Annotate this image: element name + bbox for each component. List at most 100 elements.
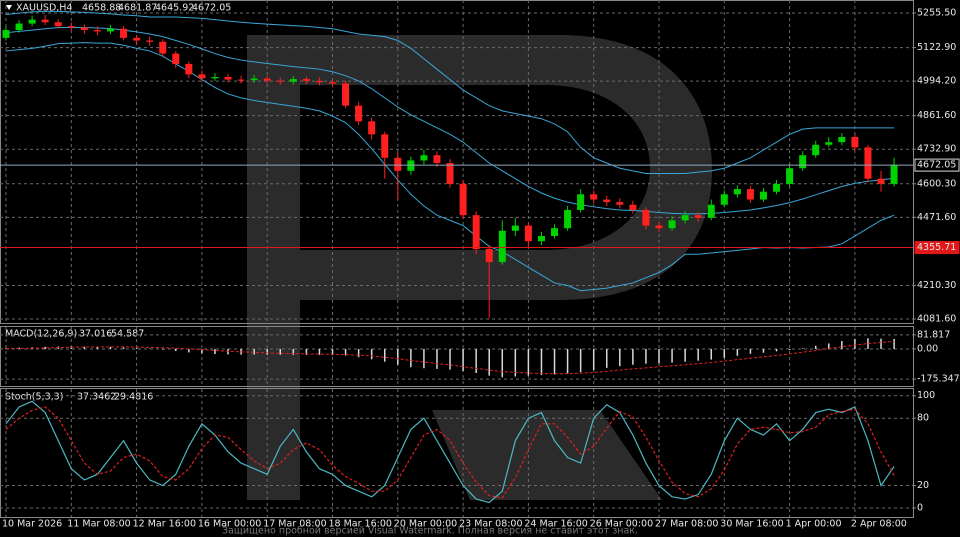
y-tick-label: 4210.30 [917, 280, 956, 291]
candle-body [2, 30, 10, 38]
candle-body [302, 79, 310, 81]
candle-body [890, 165, 898, 184]
x-tick-label: 12 Mar 16:00 [133, 519, 196, 530]
candle-body [54, 22, 62, 27]
candle-body [224, 77, 232, 80]
y-tick-label: 4081.60 [917, 314, 956, 325]
candle-body [564, 209, 572, 229]
price-label-box [914, 241, 960, 255]
y-tick-label: 81.817 [917, 329, 950, 340]
candle-body [655, 225, 663, 229]
x-tick-label: 17 Mar 08:00 [263, 519, 326, 530]
candle-body [185, 63, 193, 75]
candle-body [80, 27, 88, 31]
y-tick-label: 5255.50 [917, 8, 956, 19]
candle-body [407, 160, 415, 171]
candle-body [198, 74, 206, 79]
candle-body [642, 209, 650, 226]
x-tick-label: 23 Mar 08:00 [459, 519, 522, 530]
candle-body [420, 155, 428, 161]
x-tick-label: 2 Apr 08:00 [851, 519, 907, 530]
x-tick-label: 16 Mar 00:00 [198, 519, 261, 530]
candle-body [616, 202, 624, 205]
candle-body [15, 23, 23, 31]
candle-body [106, 28, 114, 32]
candle-body [41, 19, 49, 23]
candle-body [498, 230, 506, 263]
bollinger-band [5, 26, 895, 215]
x-tick-label: 26 Mar 00:00 [590, 519, 653, 530]
stoch-line [5, 406, 895, 499]
candle-body [825, 142, 833, 145]
candle-body [211, 77, 219, 79]
candle-body [603, 199, 611, 203]
candle-body [812, 144, 820, 156]
ohlc-low: 4645.92 [155, 3, 194, 14]
macd-readout: 54.587 [111, 329, 144, 340]
main-header: XAUUSD,H4 4658.88 4681.87 4645.92 4672.0… [6, 3, 231, 14]
candle-body [120, 28, 128, 38]
candle-body [551, 228, 559, 237]
x-tick-label: 10 Mar 2026 [2, 519, 62, 530]
macd-panel-border [0, 326, 914, 387]
candle-body [355, 105, 363, 122]
candle-body [524, 225, 532, 242]
logo-watermark [247, 35, 712, 500]
candle-body [773, 183, 781, 192]
candle-body [733, 189, 741, 195]
y-tick-label: 5122.90 [917, 42, 956, 53]
bollinger-band [5, 10, 895, 174]
candle-body [459, 183, 467, 216]
y-tick-label: 4994.20 [917, 76, 956, 87]
candle-body [485, 249, 493, 263]
stoch-readout: 37.3462 [77, 392, 116, 403]
main-panel-border [0, 0, 914, 324]
candle-body [381, 134, 389, 158]
stoch-line [5, 400, 895, 504]
ohlc-open: 4658.88 [82, 3, 121, 14]
candle-body [577, 194, 585, 210]
candle-body [864, 147, 872, 179]
candle-body [250, 78, 258, 81]
candle-body [720, 194, 728, 205]
candle-body [838, 136, 846, 143]
x-tick-label: 27 Mar 08:00 [655, 519, 718, 530]
candle-body [237, 79, 245, 81]
y-tick-label: 4471.60 [917, 212, 956, 223]
candle-body [368, 121, 376, 135]
symbol: XAUUSD,H4 [16, 3, 72, 14]
candle-body [759, 191, 767, 200]
ohlc-close: 4672.05 [192, 3, 231, 14]
candle-body [394, 157, 402, 171]
candle-body [472, 215, 480, 250]
candle-body [537, 236, 545, 242]
stoch-title: Stoch(5,3,3) [5, 392, 63, 403]
candle-body [786, 168, 794, 184]
y-tick-label: 80 [917, 413, 929, 424]
macd-readout: 37.016 [79, 329, 112, 340]
candle-body [315, 80, 323, 83]
candle-body [28, 19, 36, 24]
stoch-panel-border [0, 388, 914, 518]
candle-body [707, 204, 715, 218]
header-arrow [6, 5, 12, 10]
candle-body [446, 163, 454, 184]
y-tick-label: 4600.30 [917, 178, 956, 189]
candle-body [67, 26, 75, 28]
x-tick-label: 1 Apr 00:00 [786, 519, 842, 530]
y-tick-label: 4861.60 [917, 110, 956, 121]
y-tick-label: 4732.90 [917, 144, 956, 155]
candle-body [276, 80, 284, 82]
x-tick-label: 30 Mar 16:00 [720, 519, 783, 530]
bollinger-band [5, 42, 895, 292]
candle-body [433, 155, 441, 164]
ohlc-high: 4681.87 [118, 3, 157, 14]
candle-body [694, 215, 702, 218]
candle-body [511, 225, 519, 231]
candle-body [172, 53, 180, 64]
y-tick-label: 20 [917, 480, 929, 491]
candle-body [263, 78, 271, 81]
price-label-box [914, 158, 960, 172]
macd-title: MACD(12,26,9) [5, 329, 77, 340]
candle-body [342, 83, 350, 106]
